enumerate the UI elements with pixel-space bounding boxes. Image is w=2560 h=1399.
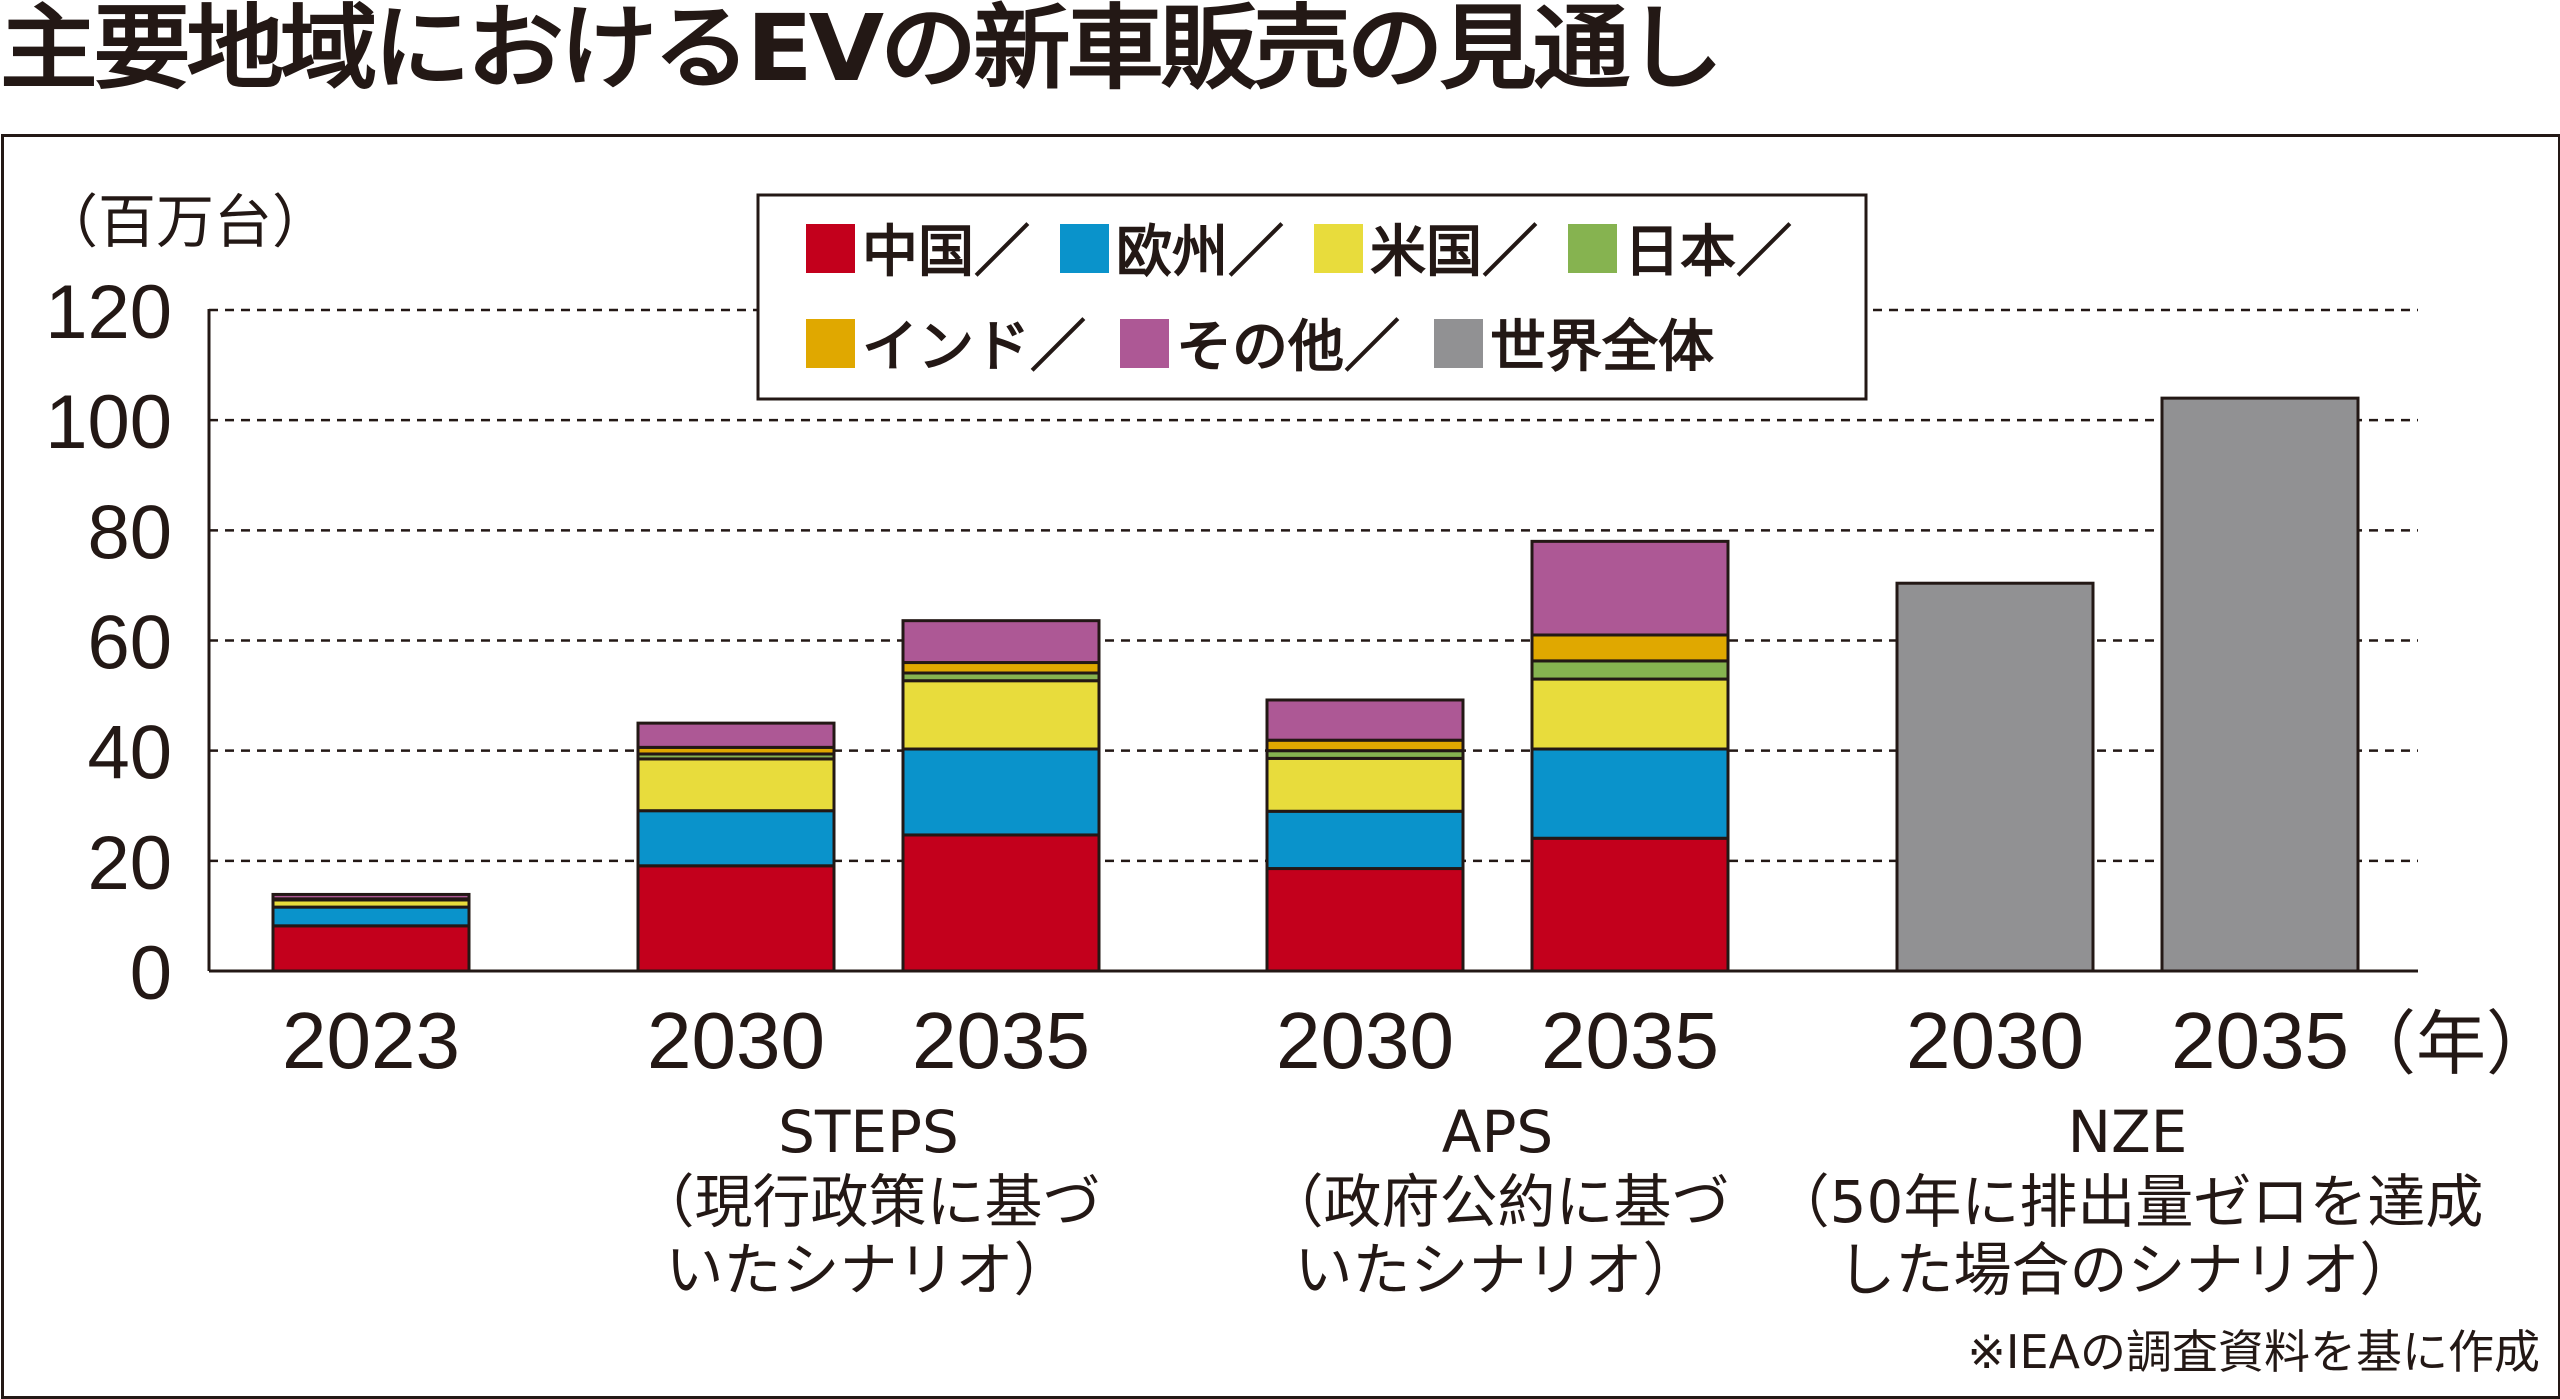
scenario-description: （政府公約に基づ xyxy=(1265,1168,1729,1236)
bar-stack xyxy=(1265,698,1465,973)
bar-segment xyxy=(271,905,471,928)
bar-segment xyxy=(1530,747,1730,840)
scenario-name: STEPS xyxy=(778,1098,959,1166)
y-axis-unit-label: （百万台） xyxy=(40,188,330,256)
bar-segment xyxy=(1530,659,1730,681)
bar-segment xyxy=(271,892,471,901)
scenario-name: APS xyxy=(1442,1098,1553,1166)
scenario-description: いたシナリオ） xyxy=(1294,1236,1700,1304)
bar-stack xyxy=(1530,539,1730,973)
bar-segment xyxy=(636,864,836,973)
legend-item: 米国／ xyxy=(1314,220,1538,285)
legend-swatch xyxy=(1060,224,1109,273)
bar-stack xyxy=(1895,581,2095,973)
x-tick-label: 2035 xyxy=(912,996,1090,1085)
legend-swatch xyxy=(1314,224,1363,273)
bar-stack xyxy=(271,892,471,973)
scenario-labels: STEPS（現行政策に基づいたシナリオ）APS（政府公約に基づいたシナリオ）NZ… xyxy=(636,1098,2483,1304)
bar-segment xyxy=(636,721,836,749)
scenario-description: （現行政策に基づ xyxy=(636,1168,1100,1236)
bar-segment xyxy=(901,619,1101,665)
legend-swatch xyxy=(1120,319,1169,368)
bar-segment xyxy=(1265,756,1465,813)
legend-item: その他／ xyxy=(1120,315,1400,380)
legend: 中国／ 欧州／ 米国／ 日本／ インド／ その他／ 世界全体 xyxy=(756,193,1868,401)
x-tick-labels: 2023 2030 2035 2030 2035 2030 2035 xyxy=(282,996,2349,1085)
legend-item: 日本／ xyxy=(1568,220,1792,285)
x-tick-label: 2030 xyxy=(1906,996,2084,1085)
y-tick-label: 20 xyxy=(87,821,172,906)
bar-segment xyxy=(1265,738,1465,753)
x-tick-label: 2030 xyxy=(647,996,825,1085)
x-tick-label: 2035 xyxy=(2171,996,2349,1085)
bar-segment xyxy=(1530,633,1730,663)
bar-segment xyxy=(636,809,836,868)
y-tick-labels: 0 20 40 60 80 100 120 xyxy=(45,270,172,1016)
bar-segment xyxy=(901,747,1101,837)
bar-segment xyxy=(1265,698,1465,742)
legend-box xyxy=(756,193,1868,401)
y-tick-label: 80 xyxy=(87,490,172,575)
legend-swatch xyxy=(1434,319,1483,368)
legend-item: 欧州／ xyxy=(1060,220,1284,285)
bars xyxy=(271,396,2360,973)
bar-segment xyxy=(271,924,471,973)
y-tick-label: 0 xyxy=(130,931,172,1016)
chart-title: 主要地域におけるEVの新車販売の見通し xyxy=(0,0,1724,102)
scenario-description: した場合のシナリオ） xyxy=(1837,1236,2417,1304)
bar-segment xyxy=(1895,581,2095,973)
scenario-name: NZE xyxy=(2068,1098,2188,1166)
legend-label: その他／ xyxy=(1176,315,1400,380)
bar-segment xyxy=(1530,677,1730,751)
legend-item: 中国／ xyxy=(806,220,1030,285)
legend-label: 欧州／ xyxy=(1116,220,1284,285)
legend-swatch xyxy=(806,224,855,273)
bar-segment xyxy=(1530,836,1730,973)
legend-swatch xyxy=(1568,224,1617,273)
source-note: ※IEAの調査資料を基に作成 xyxy=(1967,1325,2540,1379)
bar-segment xyxy=(901,833,1101,973)
bar-stack xyxy=(2160,396,2360,973)
bar-segment xyxy=(1265,809,1465,871)
legend-item: 世界全体 xyxy=(1434,315,1714,380)
y-tick-label: 60 xyxy=(87,601,172,686)
bar-segment xyxy=(1530,539,1730,637)
bar-segment xyxy=(2160,396,2360,973)
y-tick-label: 100 xyxy=(45,380,172,465)
axes xyxy=(207,309,2418,973)
legend-item: インド／ xyxy=(806,315,1086,380)
x-tick-label: 2030 xyxy=(1276,996,1454,1085)
bar-segment xyxy=(636,757,836,813)
y-tick-label: 40 xyxy=(87,711,172,796)
bar-segment xyxy=(901,661,1101,675)
bar-stack xyxy=(636,721,836,973)
legend-label: 日本／ xyxy=(1624,220,1792,285)
x-tick-label: 2023 xyxy=(282,996,460,1085)
scenario-description: いたシナリオ） xyxy=(665,1236,1071,1304)
legend-label: 中国／ xyxy=(862,220,1030,285)
bar-segment xyxy=(1265,867,1465,973)
y-tick-label: 120 xyxy=(45,270,172,355)
legend-label: インド／ xyxy=(862,315,1086,380)
legend-label: 米国／ xyxy=(1370,220,1538,285)
legend-swatch xyxy=(806,319,855,368)
scenario-description: （50年に排出量ゼロを達成 xyxy=(1772,1168,2484,1236)
legend-label: 世界全体 xyxy=(1490,315,1714,380)
x-axis-unit-label: （年） xyxy=(2346,1005,2556,1083)
bar-stack xyxy=(901,619,1101,973)
bar-segment xyxy=(901,679,1101,751)
x-tick-label: 2035 xyxy=(1541,996,1719,1085)
